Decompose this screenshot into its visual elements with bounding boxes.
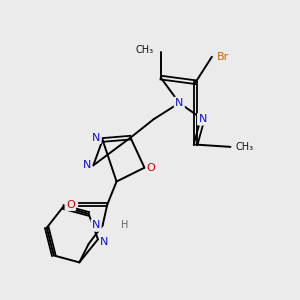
Text: CH₃: CH₃ — [235, 142, 253, 152]
Text: N: N — [198, 114, 207, 124]
Text: Br: Br — [217, 52, 229, 62]
Text: N: N — [82, 160, 91, 170]
Text: N: N — [92, 220, 100, 230]
Text: N: N — [92, 133, 100, 142]
Text: O: O — [66, 200, 75, 210]
Text: O: O — [147, 163, 155, 173]
Text: H: H — [121, 220, 129, 230]
Text: N: N — [175, 98, 184, 108]
Text: N: N — [100, 237, 109, 247]
Text: CH₃: CH₃ — [136, 45, 154, 55]
